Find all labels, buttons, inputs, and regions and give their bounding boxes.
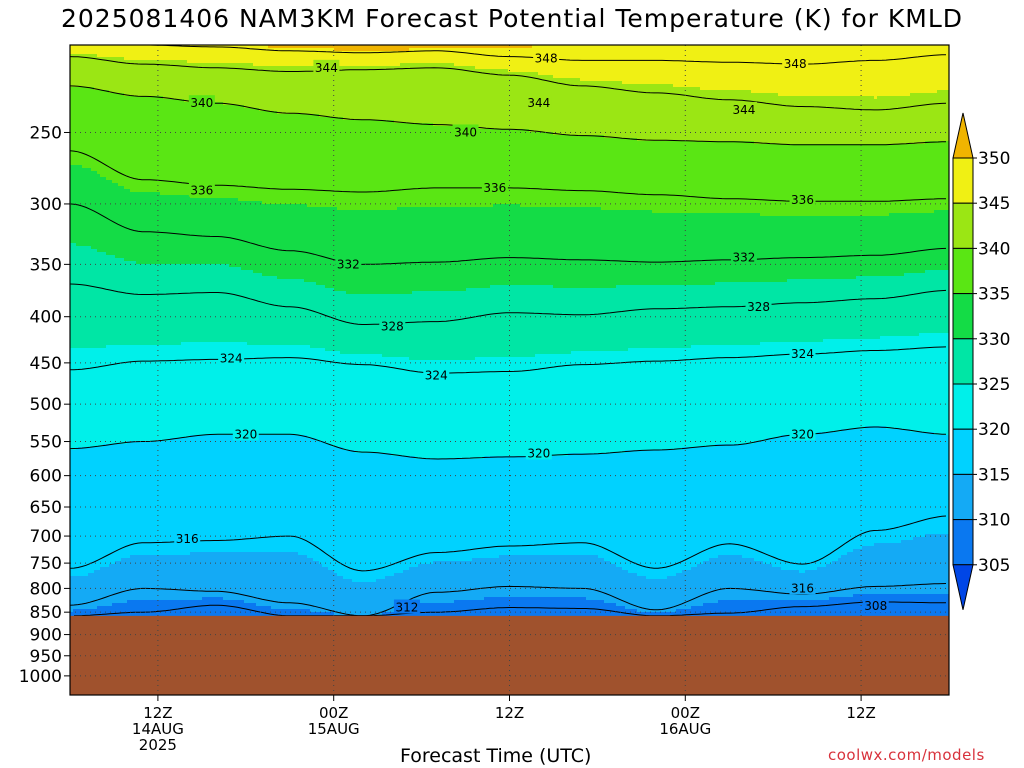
colorbar-segment bbox=[953, 158, 973, 203]
colorbar-label: 340 bbox=[978, 239, 1010, 259]
x-tick-label: 16AUG bbox=[659, 720, 711, 738]
colorbar-segment bbox=[953, 339, 973, 384]
colorbar-segment bbox=[953, 520, 973, 565]
colorbar-segment bbox=[953, 429, 973, 474]
colorbar-segment bbox=[953, 474, 973, 519]
contour-label: 320 bbox=[234, 427, 257, 441]
contour-label: 324 bbox=[220, 351, 243, 365]
contour-label: 336 bbox=[483, 181, 506, 195]
contour-label: 344 bbox=[315, 61, 338, 75]
x-tick-label: 2025 bbox=[139, 736, 177, 754]
contour-label: 348 bbox=[784, 57, 807, 71]
contour-label: 332 bbox=[337, 257, 360, 271]
contour-label: 308 bbox=[864, 599, 887, 613]
contour-label: 344 bbox=[527, 96, 550, 110]
y-tick-label: 900 bbox=[30, 626, 62, 646]
contour-label: 344 bbox=[732, 103, 755, 117]
x-tick-label: 12Z bbox=[495, 704, 524, 722]
contour-label: 316 bbox=[791, 581, 814, 595]
colorbar-label: 315 bbox=[978, 465, 1010, 485]
colorbar-label: 305 bbox=[978, 556, 1010, 576]
colorbar-label: 330 bbox=[978, 330, 1010, 350]
colorbar-label: 350 bbox=[978, 149, 1010, 169]
contour-label: 332 bbox=[732, 251, 755, 265]
contour-label: 336 bbox=[190, 184, 213, 198]
y-tick-label: 600 bbox=[30, 467, 62, 487]
y-tick-label: 350 bbox=[30, 255, 62, 275]
x-axis-label: Forecast Time (UTC) bbox=[400, 745, 591, 767]
y-tick-label: 250 bbox=[30, 123, 62, 143]
colorbar-segment bbox=[953, 384, 973, 429]
y-tick-label: 400 bbox=[30, 308, 62, 328]
contour-label: 328 bbox=[381, 319, 404, 333]
y-tick-label: 850 bbox=[30, 603, 62, 623]
colorbar-label: 320 bbox=[978, 420, 1010, 440]
y-tick-label: 650 bbox=[30, 498, 62, 518]
colorbar-segment bbox=[953, 294, 973, 339]
colorbar: 305 310 315 320 325 330 335 340 345 350 bbox=[953, 113, 1010, 610]
y-axis: 250 300 350 400 450 500 550 600 650 700 750 800 850 9… bbox=[19, 123, 70, 686]
colorbar-label: 325 bbox=[978, 375, 1010, 395]
colorbar-label: 310 bbox=[978, 511, 1010, 531]
contour-label: 324 bbox=[425, 369, 448, 383]
y-tick-label: 1000 bbox=[19, 667, 62, 687]
y-tick-label: 950 bbox=[30, 647, 62, 667]
contour-label: 328 bbox=[747, 300, 770, 314]
contour-label: 316 bbox=[176, 532, 199, 546]
y-tick-label: 750 bbox=[30, 554, 62, 574]
colorbar-extend-high bbox=[953, 113, 973, 158]
contour-label: 340 bbox=[190, 96, 213, 110]
credit-link[interactable]: coolwx.com/models bbox=[828, 746, 985, 764]
contour-label: 340 bbox=[454, 125, 477, 139]
contour-label: 348 bbox=[535, 51, 558, 65]
x-tick-label: 15AUG bbox=[308, 720, 360, 738]
colorbar-extend-low bbox=[953, 565, 973, 610]
colorbar-segment bbox=[953, 203, 973, 248]
y-tick-label: 800 bbox=[30, 579, 62, 599]
y-tick-label: 550 bbox=[30, 433, 62, 453]
contour-label: 320 bbox=[527, 446, 550, 460]
contour-label: 324 bbox=[791, 347, 814, 361]
x-tick-label: 12Z bbox=[846, 704, 875, 722]
y-tick-label: 700 bbox=[30, 527, 62, 547]
y-tick-label: 500 bbox=[30, 395, 62, 415]
y-tick-label: 450 bbox=[30, 354, 62, 374]
contour-label: 336 bbox=[791, 193, 814, 207]
colorbar-label: 345 bbox=[978, 194, 1010, 214]
contour-label: 312 bbox=[395, 601, 418, 615]
contour-label: 320 bbox=[791, 427, 814, 441]
colorbar-label: 335 bbox=[978, 285, 1010, 305]
colorbar-segment bbox=[953, 248, 973, 293]
y-tick-label: 300 bbox=[30, 195, 62, 215]
